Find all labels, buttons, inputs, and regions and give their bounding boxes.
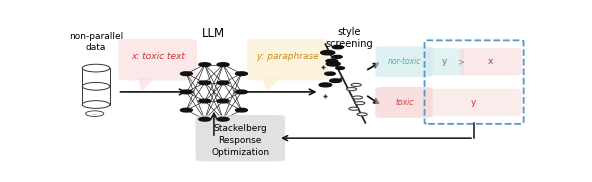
FancyBboxPatch shape	[247, 39, 328, 80]
Circle shape	[351, 83, 361, 86]
Circle shape	[352, 96, 362, 99]
Circle shape	[217, 81, 229, 85]
Text: x: toxic text: x: toxic text	[131, 52, 185, 61]
Circle shape	[326, 62, 340, 66]
Text: x: x	[488, 57, 493, 66]
Text: non-parallel
data: non-parallel data	[69, 32, 123, 52]
Ellipse shape	[82, 82, 110, 90]
Text: y: y	[442, 57, 448, 66]
Text: y: paraphrase: y: paraphrase	[256, 52, 318, 61]
Circle shape	[318, 83, 332, 87]
Circle shape	[199, 117, 211, 121]
FancyBboxPatch shape	[375, 46, 433, 77]
Circle shape	[325, 72, 334, 75]
FancyBboxPatch shape	[460, 48, 522, 75]
Text: toxic: toxic	[395, 98, 414, 107]
Circle shape	[199, 99, 211, 103]
Circle shape	[236, 72, 247, 76]
Circle shape	[349, 107, 359, 110]
FancyBboxPatch shape	[426, 48, 464, 75]
Text: Stackelberg
Response
Optimization: Stackelberg Response Optimization	[211, 124, 269, 157]
FancyBboxPatch shape	[426, 89, 522, 116]
Circle shape	[236, 90, 247, 94]
Ellipse shape	[82, 101, 110, 108]
Circle shape	[328, 60, 336, 62]
FancyBboxPatch shape	[195, 115, 285, 161]
Circle shape	[199, 81, 211, 85]
Circle shape	[181, 90, 192, 94]
Circle shape	[321, 51, 334, 55]
Text: >: >	[457, 57, 464, 66]
Circle shape	[357, 113, 367, 116]
Ellipse shape	[82, 64, 110, 72]
Circle shape	[355, 102, 365, 105]
Bar	[82, 86, 110, 104]
Circle shape	[181, 72, 192, 76]
Circle shape	[217, 99, 229, 103]
Text: y: y	[471, 98, 476, 107]
Circle shape	[332, 45, 344, 49]
FancyBboxPatch shape	[375, 87, 433, 118]
FancyBboxPatch shape	[118, 39, 197, 80]
Circle shape	[236, 108, 247, 112]
Text: nor-toxic: nor-toxic	[388, 57, 421, 66]
Circle shape	[346, 88, 356, 91]
Bar	[82, 68, 110, 86]
Circle shape	[181, 108, 192, 112]
Text: LLM: LLM	[202, 27, 226, 40]
Circle shape	[217, 63, 229, 66]
Circle shape	[332, 55, 343, 58]
Circle shape	[329, 79, 342, 83]
Circle shape	[199, 63, 211, 66]
Ellipse shape	[85, 111, 104, 116]
Circle shape	[217, 117, 229, 121]
Polygon shape	[262, 78, 281, 92]
Text: ...: ...	[92, 111, 98, 116]
Text: style
screening: style screening	[326, 27, 373, 49]
Polygon shape	[139, 78, 155, 92]
Circle shape	[335, 67, 345, 70]
